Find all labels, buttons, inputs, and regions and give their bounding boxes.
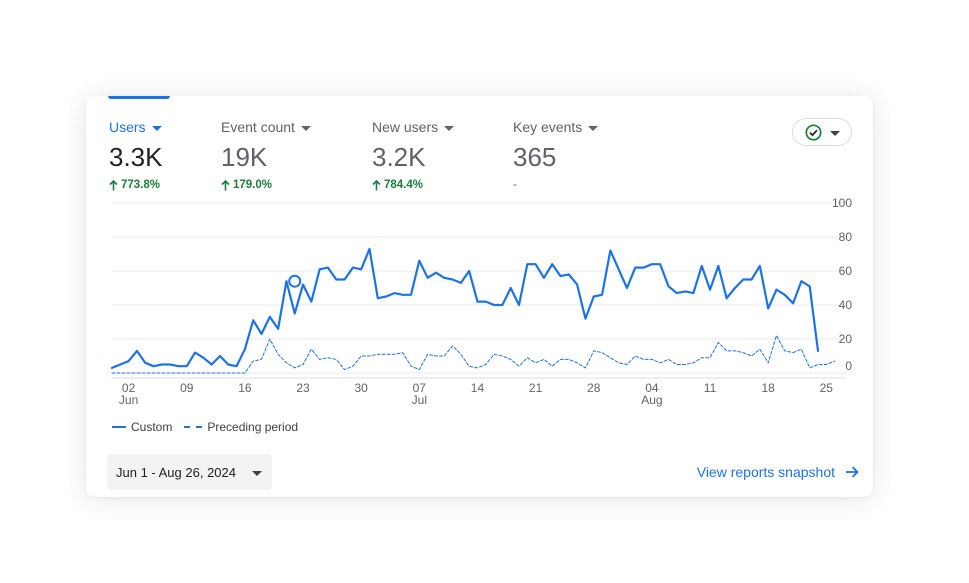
chart-legend: Custom Preceding period [112,420,302,434]
custom-series-line [110,247,820,369]
x-tick-label: 07 [413,381,427,395]
caret-down-icon [444,125,455,131]
view-reports-snapshot-link[interactable]: View reports snapshot [697,464,859,480]
metric-label-text: Users [109,119,146,135]
arrow-up-icon [372,179,381,190]
preceding-period-line [111,335,836,374]
x-tick-label: 11 [704,381,717,395]
metric-tab-key-events[interactable]: Key events 365 - [513,118,599,192]
x-tick-label: 09 [180,381,194,395]
legend-label-preceding: Preceding period [207,420,299,434]
x-tick-label: 18 [761,381,775,395]
metric-change-value: 179.0% [233,179,273,191]
metric-value: 19K [221,142,268,172]
x-tick-label: 30 [354,381,368,395]
highlight-point [288,274,302,288]
x-tick-label: 14 [471,381,485,395]
users-overview-card: Users 3.3K 773.8% Event count 19K 179.0%… [86,96,873,497]
metric-change-value: 773.8% [121,179,161,191]
x-tick-month-label: Jul [412,393,427,407]
metric-change: 179.0% [221,178,311,192]
legend-item-preceding: Preceding period [184,420,298,434]
caret-down-icon [300,125,311,131]
arrow-right-icon [846,466,859,478]
metric-change: 773.8% [109,178,163,192]
y-tick-label: 0 [845,359,852,373]
metric-label-text: New users [372,119,439,135]
legend-label-custom: Custom [131,420,173,434]
x-tick-label: 16 [238,381,252,395]
metric-label[interactable]: Users [109,118,163,136]
solid-line-swatch [112,426,126,428]
metric-label[interactable]: New users [372,118,455,136]
y-tick-label: 40 [839,298,853,312]
x-tick-month-label: Aug [641,393,662,407]
y-tick-label: 80 [839,230,853,244]
metric-change-value: 784.4% [384,179,424,191]
arrow-up-icon [221,179,230,190]
caret-down-icon [588,125,599,131]
dashed-line-swatch [184,426,203,428]
x-tick-label: 04 [645,381,659,395]
x-tick-label: 28 [587,381,601,395]
metric-change: 784.4% [372,178,454,192]
metric-tab-users[interactable]: Users 3.3K 773.8% [109,118,163,192]
metric-value: 3.2K [372,142,426,172]
metric-label[interactable]: Event count [221,118,311,136]
caret-down-icon [151,125,162,131]
legend-item-custom: Custom [112,420,172,434]
date-range-selector[interactable]: Jun 1 - Aug 26, 2024 [107,454,272,490]
metric-change-value: - [513,179,517,191]
metric-tab-new-users[interactable]: New users 3.2K 784.4% [372,118,455,192]
x-tick-label: 25 [820,381,834,395]
metric-change: - [513,178,598,192]
metric-tab-event-count[interactable]: Event count 19K 179.0% [221,118,311,192]
metric-value: 365 [513,142,557,172]
caret-down-icon [829,130,840,136]
y-tick-label: 100 [832,196,852,210]
snapshot-link-label: View reports snapshot [696,464,835,480]
arrow-up-icon [109,179,118,190]
x-tick-label: 21 [529,381,543,395]
metric-label-text: Key events [513,119,583,135]
y-tick-label: 20 [839,332,853,346]
metric-label[interactable]: Key events [513,118,599,136]
x-tick-month-label: Jun [119,393,138,407]
caret-down-icon [251,470,262,476]
metric-label-text: Event count [221,119,295,135]
x-tick-label: 23 [296,381,310,395]
active-tab-indicator [108,96,170,99]
date-range-label: Jun 1 - Aug 26, 2024 [116,464,236,480]
x-tick-label: 02 [122,381,136,395]
y-tick-label: 60 [839,264,853,278]
comparison-toggle-button[interactable] [792,118,852,146]
metric-value: 3.3K [109,142,163,172]
check-circle-icon [804,123,822,141]
